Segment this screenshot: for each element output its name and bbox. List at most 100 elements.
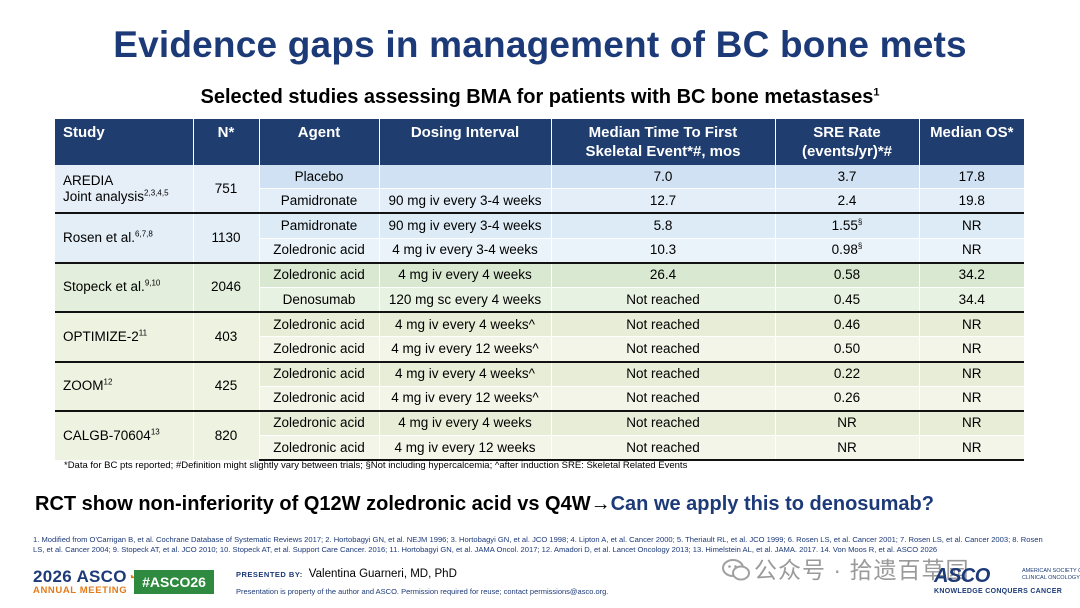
dosing-cell: 90 mg iv every 3-4 weeks: [379, 188, 552, 214]
studies-table: Study N* Agent Dosing Interval Median Ti…: [55, 119, 1024, 462]
dosing-cell: 4 mg iv every 3-4 weeks: [379, 238, 552, 264]
study-ref: 6,7,8: [135, 229, 153, 239]
dosing-cell: [379, 165, 552, 190]
dosing-cell: 120 mg sc every 4 weeks: [379, 287, 552, 313]
presented-by-label: PRESENTED BY:: [236, 570, 303, 579]
study-cell: AREDIA Joint analysis2,3,4,5: [55, 165, 194, 214]
dosing-cell: 4 mg iv every 12 weeks^: [379, 336, 552, 362]
column-header: Median Time To First Skeletal Event*#, mo…: [551, 119, 776, 165]
agent-cell: Placebo: [259, 165, 380, 190]
study-ref: 12: [103, 377, 113, 387]
os-cell: NR: [919, 360, 1024, 387]
os-cell: 34.2: [919, 261, 1024, 288]
os-cell: NR: [919, 238, 1024, 264]
sre-value: 2.4: [837, 192, 857, 208]
column-header: Study: [55, 119, 194, 165]
study-cell: Rosen et al.6,7,8: [55, 212, 194, 264]
ttfse-cell: 12.7: [551, 188, 776, 214]
table-row: ZOOM12 425 Zoledronic acid 4 mg iv every 4 …: [55, 360, 1024, 412]
agent-cell: Zoledronic acid: [259, 386, 380, 412]
os-cell: NR: [919, 336, 1024, 362]
sre-cell: 2.4: [775, 188, 920, 214]
table-row: Zoledronic acid 4 mg iv every 12 weeks^ No…: [55, 336, 1024, 362]
sre-cell: NR: [775, 409, 920, 437]
agent-cell: Denosumab: [259, 287, 380, 313]
agent-cell: Zoledronic acid: [259, 435, 380, 462]
dosing-cell: 4 mg iv every 12 weeks^: [379, 386, 552, 412]
agent-cell: Zoledronic acid: [259, 311, 380, 338]
sre-cell: 0.45: [775, 287, 920, 313]
sre-value: 0.98: [831, 242, 858, 258]
sre-value: NR: [837, 415, 857, 431]
sre-value: 0.58: [833, 267, 861, 283]
slide-subtitle: Selected studies assessing BMA for patie…: [0, 86, 1080, 109]
agent-cell: Zoledronic acid: [259, 261, 380, 288]
references: 1. Modified from O'Carrigan B, et al. Co…: [33, 535, 1043, 554]
watermark: 公众号 · 拾遗百草园: [722, 551, 969, 585]
asco-tagline: KNOWLEDGE CONQUERS CANCER: [934, 588, 1063, 595]
sre-value: 0.45: [833, 291, 861, 307]
study-name: Rosen et al.: [63, 230, 136, 246]
ttfse-cell: Not reached: [551, 287, 776, 313]
ttfse-cell: 7.0: [551, 165, 776, 190]
presenter-line: PRESENTED BY: Valentina Guarneri, MD, PhD: [236, 568, 457, 580]
sre-mark: §: [857, 241, 863, 251]
n-cell: 1130: [193, 212, 260, 264]
os-cell: NR: [919, 212, 1024, 239]
sre-value: NR: [837, 439, 857, 455]
agent-cell: Zoledronic acid: [259, 360, 380, 387]
ttfse-cell: Not reached: [551, 435, 776, 462]
sre-cell: 1.55§: [775, 212, 920, 239]
wechat-icon: [722, 559, 750, 581]
column-header: Dosing Interval: [379, 119, 552, 165]
study-cell: OPTIMIZE-211: [55, 311, 194, 363]
study-name: CALGB-70604: [63, 427, 151, 443]
column-header: SRE Rate (events/yr)*#: [775, 119, 920, 165]
table-row: Stopeck et al.9,10 2046 Zoledronic acid 4 m…: [55, 261, 1024, 313]
table-footnote: *Data for BC pts reported; #Definition m…: [64, 460, 688, 471]
dosing-cell: 4 mg iv every 4 weeks: [379, 409, 552, 437]
column-header: N*: [193, 119, 260, 165]
n-cell: 403: [193, 311, 260, 363]
sre-value: 0.26: [833, 390, 861, 406]
study-name: ZOOM: [63, 378, 104, 394]
subtitle-text: Selected studies assessing BMA for patie…: [200, 86, 874, 108]
logo-year: 2026: [33, 567, 73, 586]
study-cell: Stopeck et al.9,10: [55, 261, 194, 313]
sre-cell: NR: [775, 435, 920, 462]
os-cell: 17.8: [919, 165, 1024, 190]
n-cell: 2046: [193, 261, 260, 313]
os-cell: NR: [919, 311, 1024, 338]
sre-value: 0.22: [833, 366, 861, 382]
table-row: Pamidronate 90 mg iv every 3-4 weeks 12.7 2…: [55, 188, 1024, 214]
study-ref: 9,10: [144, 278, 161, 288]
table-row: AREDIA Joint analysis2,3,4,5 751 Placebo 7.0…: [55, 165, 1024, 214]
table-row: OPTIMIZE-211 403 Zoledronic acid 4 mg iv ev…: [55, 311, 1024, 363]
os-cell: 34.4: [919, 287, 1024, 313]
sre-value: 0.46: [833, 316, 861, 332]
os-cell: NR: [919, 435, 1024, 462]
dosing-cell: 90 mg iv every 3-4 weeks: [379, 212, 552, 239]
dosing-cell: 4 mg iv every 4 weeks: [379, 261, 552, 288]
study-ref: 13: [150, 427, 160, 437]
sre-value: 3.7: [837, 168, 857, 184]
conclusion-question: Can we apply this to denosumab?: [610, 493, 934, 515]
arrow-icon: →: [590, 493, 611, 515]
sre-cell: 0.26: [775, 386, 920, 412]
ttfse-cell: 10.3: [551, 238, 776, 264]
ttfse-cell: 26.4: [551, 261, 776, 288]
asco-society: AMERICAN SOCIETY OF CLINICAL ONCOLOGY: [1022, 568, 1080, 581]
os-cell: NR: [919, 386, 1024, 412]
study-name-line2: Joint analysis: [63, 188, 145, 204]
ttfse-cell: Not reached: [551, 360, 776, 387]
table-row: CALGB-7060413 820 Zoledronic acid 4 mg iv e…: [55, 409, 1024, 461]
slide-title: Evidence gaps in management of BC bone m…: [113, 24, 967, 65]
study-cell: CALGB-7060413: [55, 409, 194, 461]
sre-cell: 3.7: [775, 165, 920, 190]
ttfse-cell: Not reached: [551, 409, 776, 437]
property-note: Presentation is property of the author a…: [236, 587, 609, 596]
study-name: OPTIMIZE-2: [63, 328, 139, 344]
dosing-cell: 4 mg iv every 12 weeks: [379, 435, 552, 462]
study-cell: ZOOM12: [55, 360, 194, 412]
subtitle-ref: 1: [873, 86, 880, 99]
